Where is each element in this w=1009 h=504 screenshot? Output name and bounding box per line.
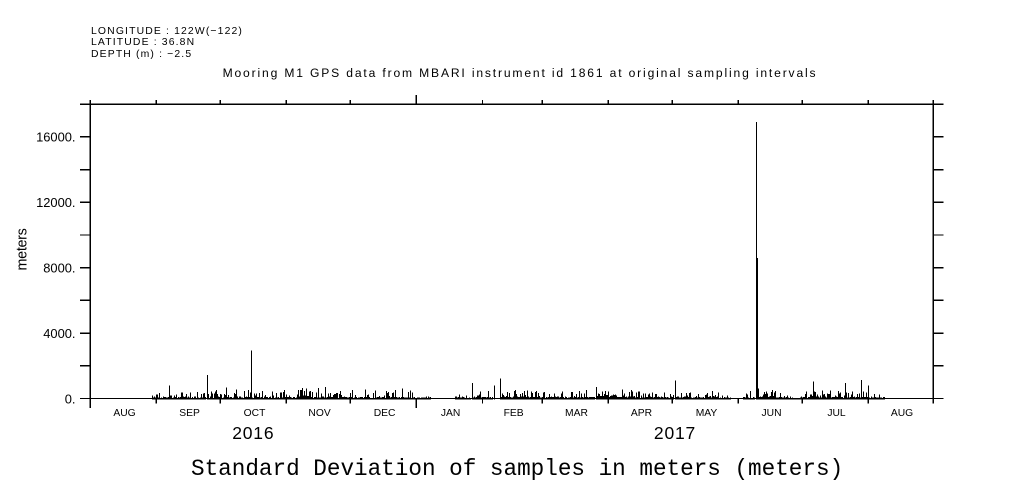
svg-text:OCT: OCT [244, 408, 266, 419]
svg-text:16000.: 16000. [36, 130, 75, 145]
svg-text:APR: APR [631, 408, 652, 419]
svg-text:2017: 2017 [654, 423, 696, 443]
svg-text:MAY: MAY [696, 408, 718, 419]
svg-text:DEC: DEC [374, 408, 396, 419]
svg-text:MAR: MAR [565, 408, 588, 419]
svg-text:JUN: JUN [761, 408, 781, 419]
svg-text:AUG: AUG [891, 408, 913, 419]
svg-text:JAN: JAN [441, 408, 460, 419]
svg-text:SEP: SEP [179, 408, 200, 419]
svg-text:8000.: 8000. [43, 261, 75, 276]
svg-text:4000.: 4000. [43, 326, 75, 341]
svg-text:meters: meters [15, 228, 31, 270]
svg-text:NOV: NOV [308, 408, 330, 419]
svg-text:JUL: JUL [827, 408, 846, 419]
svg-text:FEB: FEB [504, 408, 524, 419]
svg-text:2016: 2016 [232, 423, 274, 443]
svg-text:0.: 0. [65, 391, 76, 406]
svg-text:AUG: AUG [113, 408, 135, 419]
svg-text:12000.: 12000. [36, 195, 75, 210]
